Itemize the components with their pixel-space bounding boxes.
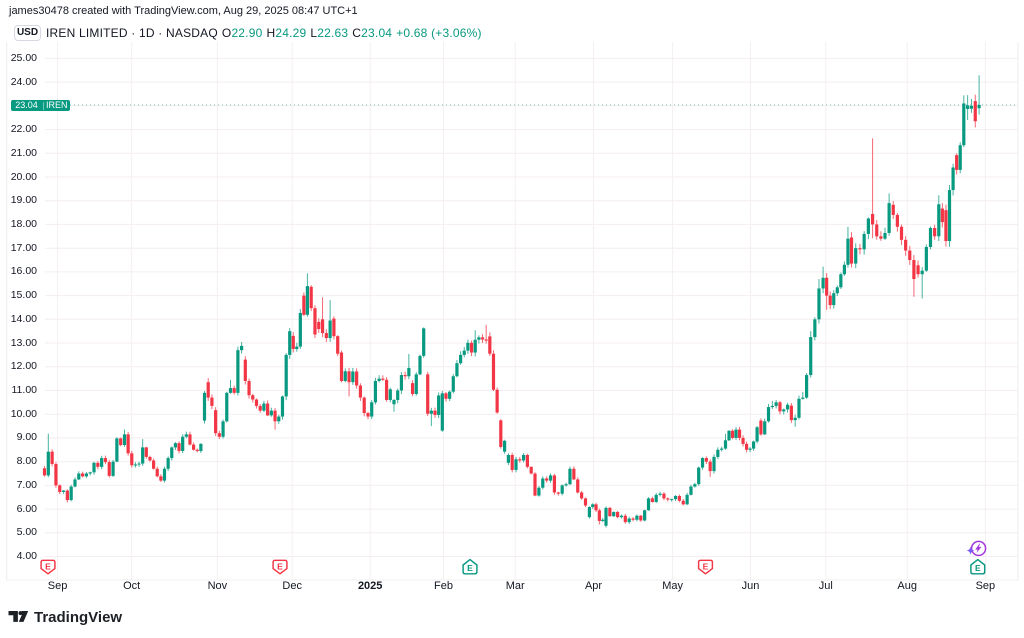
- svg-text:E: E: [975, 563, 981, 573]
- svg-text:E: E: [703, 561, 709, 571]
- svg-text:E: E: [467, 563, 473, 573]
- svg-text:E: E: [277, 561, 283, 571]
- svg-text:E: E: [45, 561, 51, 571]
